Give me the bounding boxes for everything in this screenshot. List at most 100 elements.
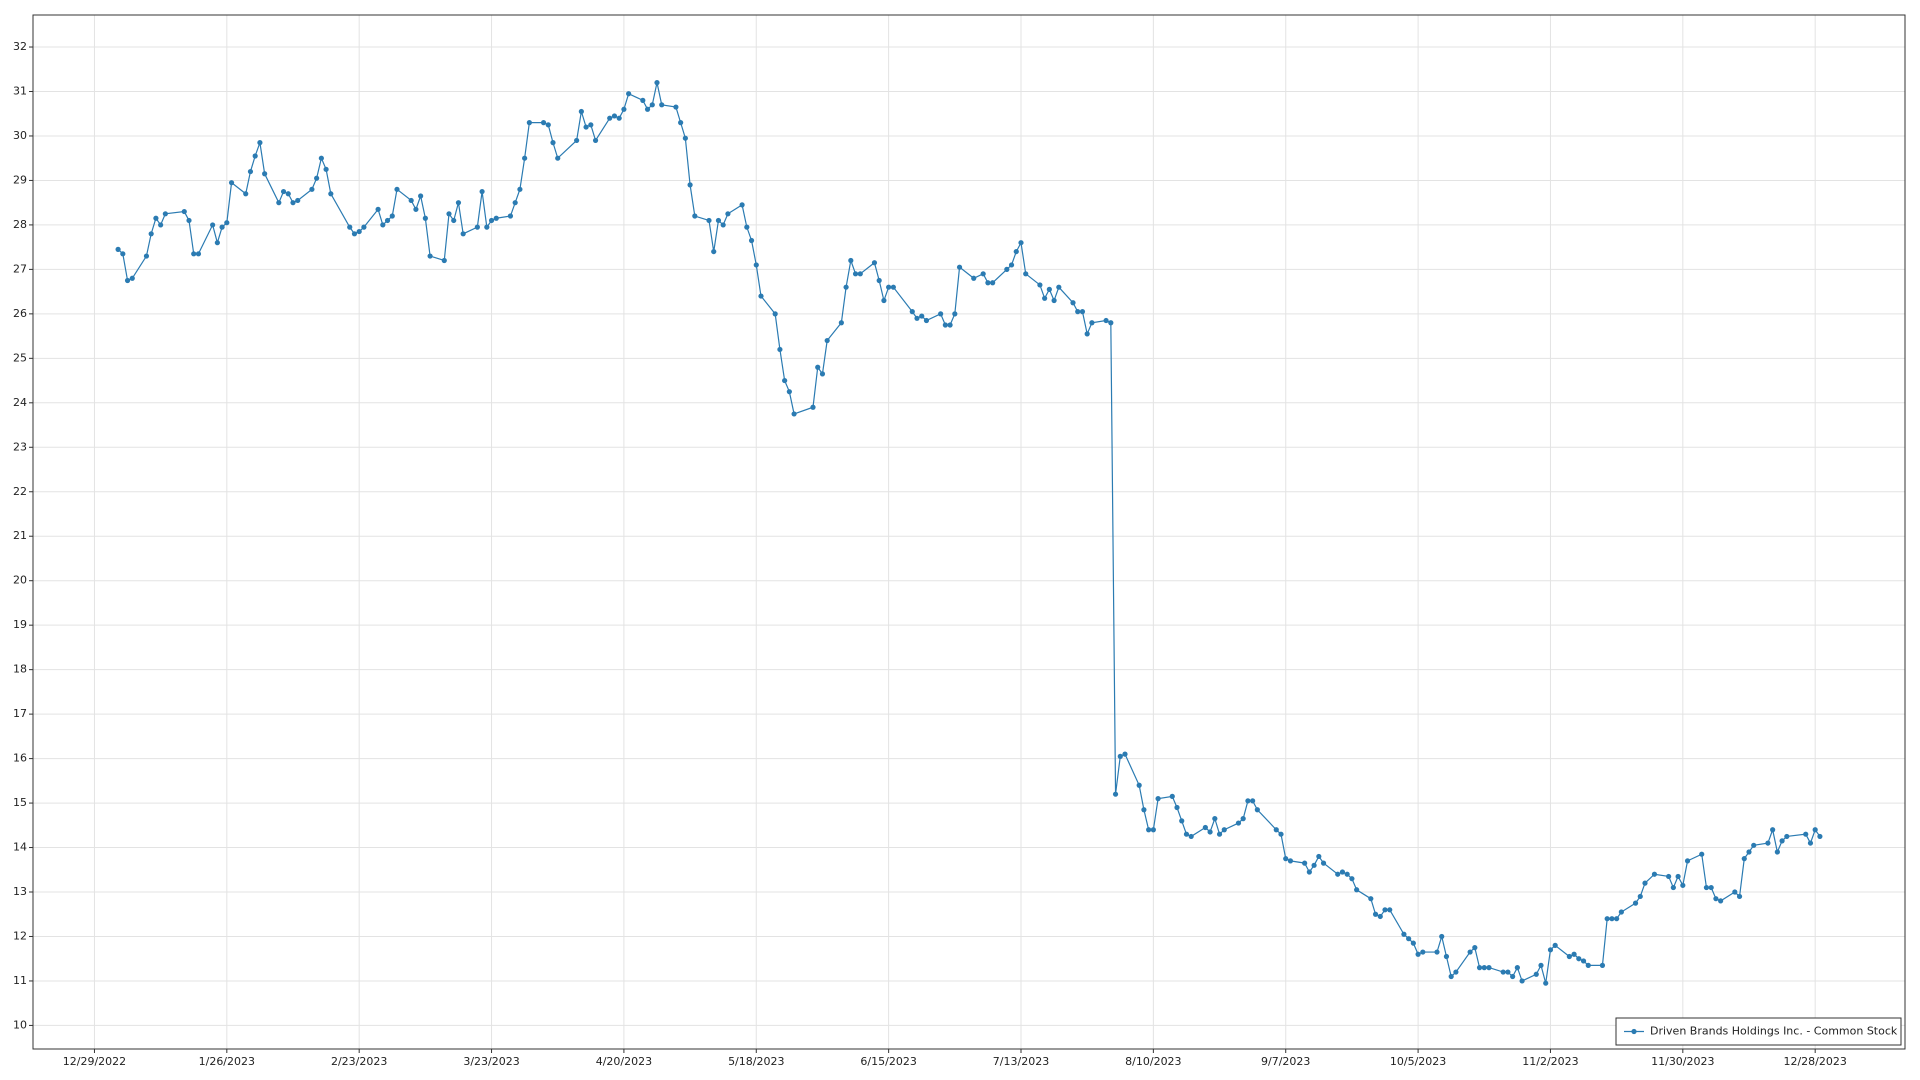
y-tick-label: 22 [13, 485, 27, 498]
point [517, 186, 523, 192]
y-tick-label: 20 [13, 574, 27, 587]
point [956, 264, 963, 270]
point [257, 140, 263, 146]
point [909, 309, 915, 315]
point [219, 224, 225, 230]
point [1807, 840, 1814, 846]
point [309, 186, 315, 192]
point [1207, 829, 1213, 835]
point [162, 211, 168, 217]
point [1287, 858, 1294, 864]
point [1245, 798, 1251, 804]
y-tick-label: 24 [13, 396, 27, 409]
point [1278, 831, 1284, 837]
point [323, 166, 329, 172]
point [682, 135, 688, 141]
point [914, 315, 920, 321]
point [758, 293, 764, 299]
point [418, 193, 424, 199]
point [782, 377, 788, 384]
point [791, 411, 797, 417]
y-tick-label: 12 [13, 929, 27, 942]
point [1235, 820, 1242, 826]
point [848, 257, 854, 264]
point [1571, 951, 1577, 957]
point [971, 275, 977, 281]
point [1708, 884, 1714, 891]
point [247, 168, 254, 175]
point [1037, 282, 1043, 288]
point [1216, 831, 1223, 837]
point [1372, 911, 1379, 917]
point [1632, 900, 1639, 906]
point [1183, 831, 1190, 837]
point [1505, 969, 1511, 975]
point [1368, 896, 1374, 902]
point [1042, 295, 1048, 301]
point [262, 171, 268, 177]
point [455, 200, 462, 206]
y-tick-label: 13 [13, 885, 27, 898]
point [640, 97, 646, 103]
point [1212, 816, 1218, 822]
point [124, 277, 131, 284]
point [115, 246, 121, 252]
point [607, 115, 613, 121]
point [545, 122, 551, 128]
point [819, 371, 826, 377]
point [526, 120, 532, 126]
point [1089, 320, 1095, 326]
point [592, 137, 599, 144]
point [626, 91, 632, 97]
point [1472, 945, 1478, 951]
y-tick-label: 11 [13, 974, 27, 987]
point [512, 200, 518, 206]
y-tick-label: 19 [13, 618, 27, 631]
point [1117, 753, 1123, 759]
point [1779, 838, 1785, 844]
y-tick-label: 21 [13, 529, 27, 542]
x-tick-label: 12/29/2022 [63, 1055, 126, 1068]
point [1401, 931, 1407, 937]
point [1075, 309, 1081, 315]
point [1084, 331, 1090, 337]
point [1406, 936, 1412, 942]
point [129, 275, 135, 281]
point [843, 284, 849, 290]
point [678, 120, 684, 126]
point [1377, 913, 1383, 920]
point [1250, 798, 1256, 804]
y-tick-label: 25 [13, 351, 27, 364]
point [1670, 884, 1676, 891]
point [1018, 240, 1024, 246]
point [550, 140, 556, 146]
y-tick-label: 32 [13, 40, 27, 53]
point [555, 155, 561, 161]
point [191, 251, 197, 257]
x-tick-label: 6/15/2023 [860, 1055, 916, 1068]
point [1439, 933, 1445, 940]
point [1703, 884, 1710, 891]
point [1637, 893, 1643, 900]
x-tick-label: 11/2/2023 [1522, 1055, 1578, 1068]
point [871, 260, 878, 266]
point [1538, 962, 1544, 968]
point [1179, 818, 1185, 824]
point [1316, 853, 1322, 860]
point [153, 215, 159, 221]
point [1751, 842, 1757, 848]
point [422, 215, 428, 221]
point [1051, 297, 1057, 304]
point [1434, 949, 1440, 955]
point [488, 217, 495, 224]
point [772, 311, 778, 317]
point [711, 248, 717, 255]
point [195, 251, 202, 257]
point [1320, 860, 1327, 866]
point [815, 364, 821, 370]
point [753, 262, 759, 268]
point [493, 215, 499, 221]
point [574, 137, 580, 144]
point [1514, 965, 1520, 971]
